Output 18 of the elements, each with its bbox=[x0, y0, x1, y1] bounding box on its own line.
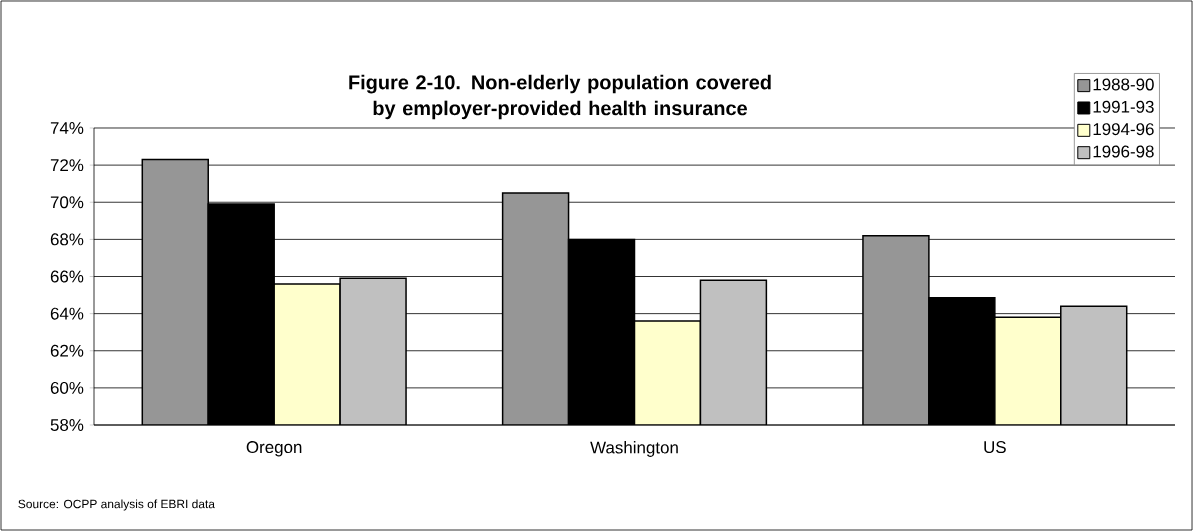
legend-label: 1994-96 bbox=[1093, 123, 1154, 136]
y-tick-label: 72% bbox=[50, 159, 84, 172]
y-tick-label: 66% bbox=[50, 270, 84, 283]
y-tick-label: 58% bbox=[50, 419, 84, 431]
y-tick-label: 74% bbox=[50, 122, 84, 134]
chart-title: Figure 2-10. Non-elderly population covered by employer-provided health insurance bbox=[349, 74, 771, 120]
y-tick-label: 68% bbox=[50, 233, 84, 246]
legend-label: 1991-93 bbox=[1093, 100, 1154, 113]
source-note: Source: OCPP analysis of EBRI data bbox=[18, 499, 215, 511]
legend-label: 1988-90 bbox=[1093, 78, 1154, 91]
x-tick-label: US bbox=[984, 441, 1006, 454]
y-tick-label: 70% bbox=[50, 196, 84, 209]
y-tick-label: 64% bbox=[50, 307, 84, 320]
y-tick-label: 62% bbox=[50, 344, 84, 357]
x-tick-label: Washington bbox=[590, 441, 678, 457]
legend-label: 1996-98 bbox=[1093, 145, 1154, 158]
y-tick-label: 60% bbox=[50, 381, 84, 394]
x-tick-label: Oregon bbox=[246, 441, 302, 457]
